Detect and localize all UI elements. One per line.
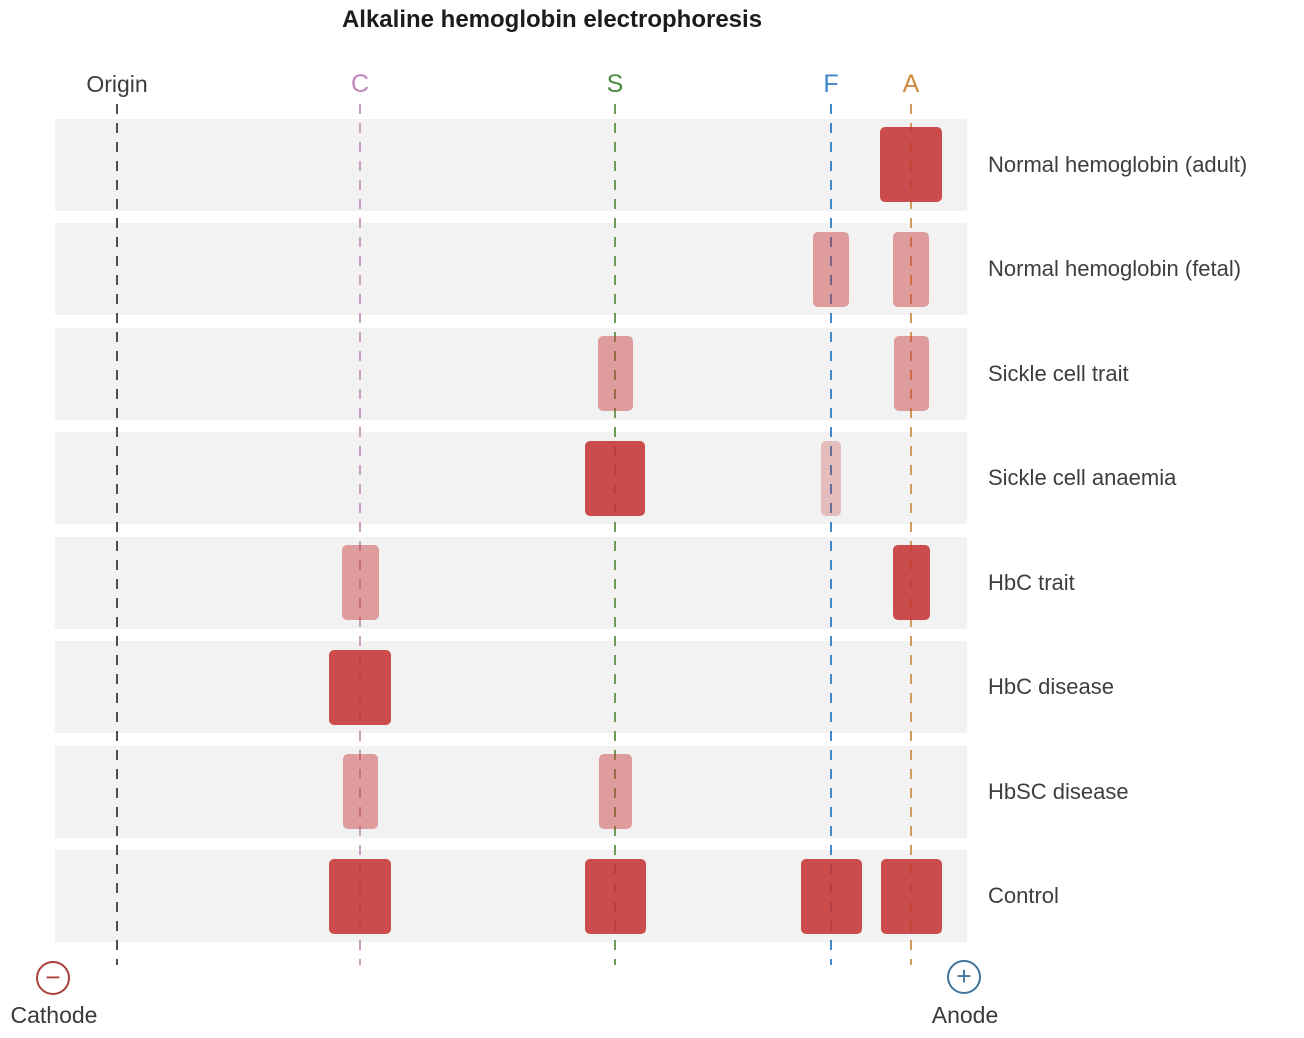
lane-label-normal-hemoglobin-adult: Normal hemoglobin (adult): [988, 151, 1248, 177]
band-hbsc-disease-s: [598, 754, 632, 829]
lane-hbsc-disease: [55, 745, 967, 838]
column-label-A: A: [902, 70, 920, 98]
guide-line-origin: [116, 104, 118, 965]
band-normal-hemoglobin-fetal-a: [893, 231, 929, 307]
guide-line-F: [830, 104, 832, 965]
band-sickle-cell-anaemia-s: [585, 440, 645, 516]
guide-line-S: [614, 104, 616, 965]
cathode-minus-icon: −: [36, 961, 70, 995]
band-hbc-trait-a: [892, 545, 930, 620]
band-hbc-trait-c: [341, 545, 379, 620]
anode-plus-icon: +: [947, 960, 981, 994]
band-normal-hemoglobin-adult-a: [880, 127, 942, 202]
band-control-s: [584, 858, 646, 934]
guide-line-A: [910, 104, 912, 965]
lane-normal-hemoglobin-fetal: [55, 223, 967, 315]
plus-symbol: +: [956, 961, 972, 991]
band-sickle-cell-trait-a: [893, 336, 929, 411]
band-control-c: [329, 858, 391, 934]
lane-hbc-trait: [55, 536, 967, 629]
lane-sickle-cell-trait: [55, 327, 967, 420]
lane-label-sickle-cell-anaemia: Sickle cell anaemia: [988, 465, 1177, 490]
band-sickle-cell-anaemia-f: [821, 440, 841, 516]
guide-line-C: [359, 104, 361, 965]
column-label-S: S: [606, 70, 624, 98]
lane-sickle-cell-anaemia: [55, 432, 967, 524]
anode-label: Anode: [931, 1002, 999, 1028]
lane-normal-hemoglobin-adult: [55, 118, 967, 211]
band-control-f: [800, 858, 862, 934]
band-hbc-disease-c: [329, 649, 391, 725]
minus-symbol: −: [45, 962, 61, 992]
band-control-a: [880, 858, 942, 934]
column-label-origin: Origin: [86, 71, 148, 97]
column-label-F: F: [823, 70, 839, 98]
band-hbsc-disease-c: [342, 754, 378, 829]
lane-hbc-disease: [55, 641, 967, 733]
band-sickle-cell-trait-s: [597, 336, 633, 411]
lane-label-hbc-trait: HbC trait: [988, 569, 1075, 595]
lane-label-hbc-disease: HbC disease: [988, 674, 1114, 699]
cathode-label: Cathode: [10, 1002, 98, 1028]
figure-title: Alkaline hemoglobin electrophoresis: [341, 6, 763, 33]
lane-label-control: Control: [988, 883, 1059, 908]
band-normal-hemoglobin-fetal-f: [813, 231, 849, 307]
column-label-C: C: [350, 70, 370, 98]
lane-label-normal-hemoglobin-fetal: Normal hemoglobin (fetal): [988, 256, 1242, 281]
lane-label-sickle-cell-trait: Sickle cell trait: [988, 360, 1129, 386]
lane-label-hbsc-disease: HbSC disease: [988, 778, 1129, 804]
